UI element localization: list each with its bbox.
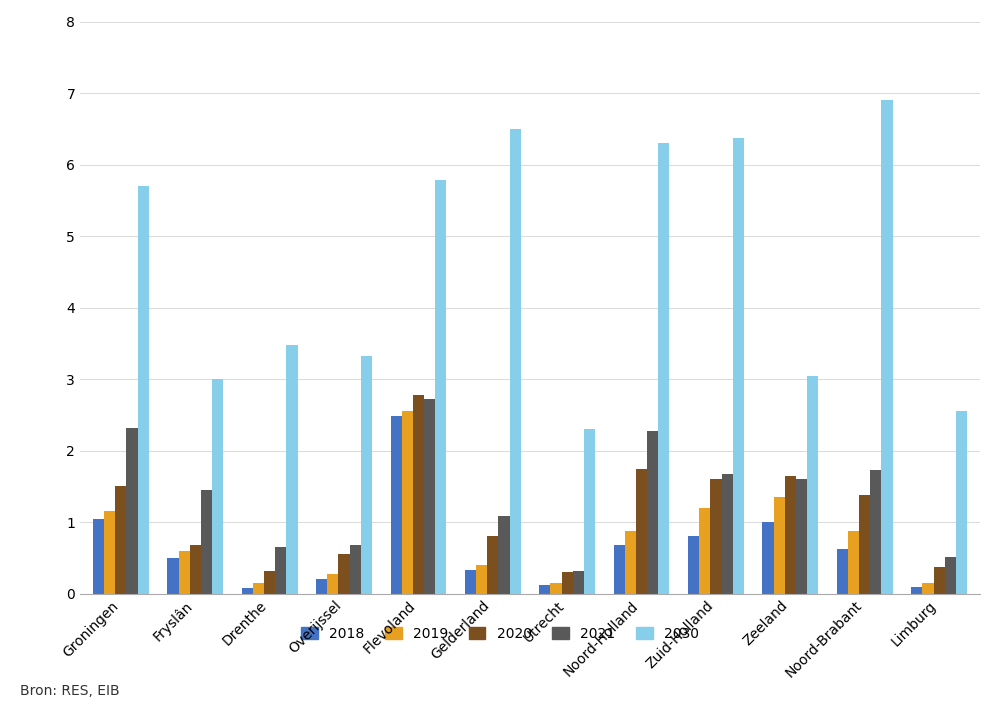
Bar [413,395,424,594]
Bar [584,429,595,594]
Bar [550,583,562,594]
Bar [104,511,115,594]
Bar [476,565,487,594]
Bar [722,473,733,594]
Bar [647,432,658,594]
Bar [126,428,138,594]
Bar [922,583,934,594]
Bar [837,550,848,594]
Legend: 2018, 2019, 2020, 2021, 2030: 2018, 2019, 2020, 2021, 2030 [294,620,706,647]
Bar [848,531,859,594]
Bar [286,345,298,594]
Bar [179,551,190,594]
Bar [275,547,286,594]
Bar [573,571,584,594]
Bar [699,508,710,594]
Bar [190,545,201,594]
Bar [350,545,361,594]
Bar [253,583,264,594]
Bar [658,143,669,594]
Bar [945,557,956,594]
Bar [956,411,967,594]
Bar [212,379,223,594]
Bar [539,585,550,594]
Text: Bron: RES, EIB: Bron: RES, EIB [20,684,120,699]
Bar [762,522,774,594]
Bar [93,518,104,594]
Bar [361,355,372,594]
Bar [424,399,435,594]
Bar [316,579,327,594]
Bar [167,558,179,594]
Bar [796,479,807,594]
Bar [859,495,870,594]
Bar [625,531,636,594]
Bar [498,516,510,594]
Bar [201,490,212,594]
Bar [807,376,818,594]
Bar [710,479,722,594]
Bar [614,545,625,594]
Bar [435,180,446,594]
Bar [510,129,521,594]
Bar [138,186,149,594]
Bar [465,570,476,594]
Bar [402,411,413,594]
Bar [774,497,785,594]
Bar [391,416,402,594]
Bar [934,566,945,594]
Bar [562,572,573,594]
Bar [870,470,881,594]
Bar [881,101,893,594]
Bar [242,588,253,594]
Bar [327,573,338,594]
Bar [115,487,126,594]
Bar [911,586,922,594]
Bar [487,536,498,594]
Bar [785,476,796,594]
Bar [338,555,350,594]
Bar [733,138,744,594]
Bar [688,536,699,594]
Bar [264,571,275,594]
Bar [636,468,647,594]
